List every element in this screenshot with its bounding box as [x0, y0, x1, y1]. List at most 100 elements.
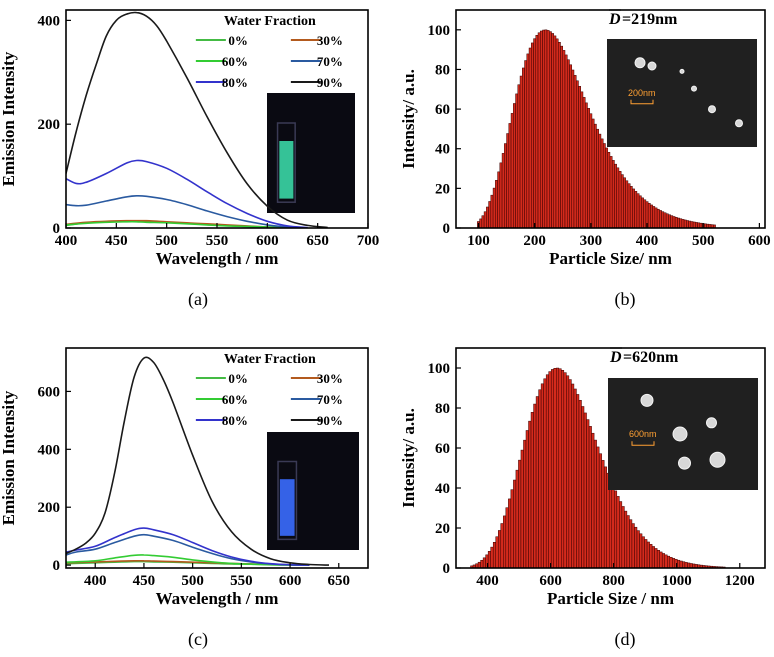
bar	[651, 546, 655, 569]
x-tick-label: 1000	[662, 573, 692, 589]
bar	[508, 123, 512, 229]
bar	[659, 210, 662, 229]
y-tick-label: 80	[435, 62, 450, 78]
bar	[571, 383, 575, 569]
bar	[690, 221, 694, 229]
bar	[553, 35, 557, 229]
bar	[488, 201, 492, 229]
bar	[504, 143, 507, 229]
y-tick-label: 100	[428, 361, 451, 377]
series-group	[66, 356, 330, 566]
bar	[672, 558, 676, 569]
scale-bar-label: 600nm	[629, 429, 657, 439]
bar	[683, 219, 687, 229]
bar	[566, 59, 570, 229]
x-tick-label: 550	[206, 233, 229, 249]
bar	[581, 406, 585, 569]
bar	[545, 374, 549, 569]
y-axis-label: Intensity/ a.u.	[399, 408, 418, 508]
plot-frame	[455, 9, 766, 229]
particle	[634, 57, 646, 69]
bar	[614, 163, 617, 229]
bar	[686, 220, 689, 229]
bar	[602, 143, 606, 229]
bar	[542, 29, 546, 229]
bar	[663, 212, 667, 229]
bar	[598, 133, 602, 229]
bar	[692, 221, 696, 229]
bar	[578, 400, 582, 569]
panel-label: (c)	[188, 629, 208, 650]
bar	[528, 420, 532, 569]
plot-frame	[65, 347, 369, 569]
bar	[591, 432, 595, 569]
legend-label: 0%	[228, 33, 248, 48]
bar	[538, 389, 542, 569]
bar	[499, 162, 503, 229]
bar	[535, 396, 539, 569]
bar	[584, 102, 588, 229]
bar	[650, 204, 653, 229]
x-axis-label: Wavelength / nm	[156, 249, 279, 268]
inset-sem-bg	[607, 39, 757, 147]
bar	[643, 199, 647, 229]
inset-sem: 200nm	[607, 39, 757, 147]
bar	[479, 218, 483, 229]
y-tick-label: 0	[443, 561, 451, 577]
bar	[528, 47, 532, 229]
bar	[684, 562, 688, 569]
particle	[678, 456, 691, 470]
bar	[486, 206, 489, 229]
bar	[515, 469, 519, 569]
y-tick-label: 80	[435, 401, 450, 417]
bar	[668, 214, 671, 229]
bar	[569, 64, 572, 229]
bar	[679, 560, 683, 569]
y-tick-label: 100	[428, 23, 451, 39]
bar	[605, 147, 608, 229]
legend-label: 70%	[317, 54, 343, 69]
x-tick-label: 600	[539, 573, 562, 589]
x-axis-label: Particle Size / nm	[547, 589, 674, 608]
bar	[546, 30, 550, 229]
bar	[543, 378, 547, 569]
y-tick-label: 0	[53, 221, 61, 237]
bar	[477, 561, 481, 569]
bar	[533, 403, 537, 569]
bar	[553, 368, 557, 569]
bar	[506, 133, 510, 229]
bar	[601, 460, 605, 569]
particle	[679, 68, 685, 74]
bar	[481, 215, 485, 229]
bar	[624, 510, 628, 569]
legend-title: Water Fraction	[224, 14, 316, 29]
x-tick-label: 300	[580, 233, 603, 249]
bar	[677, 217, 680, 229]
bar	[525, 430, 529, 569]
bar	[568, 379, 572, 569]
particle	[647, 61, 657, 71]
legend-label: 80%	[222, 75, 248, 90]
vial-glow	[279, 141, 294, 199]
panel-label: (d)	[615, 629, 636, 650]
bar	[482, 557, 486, 569]
legend-label: 30%	[317, 33, 343, 48]
bar	[517, 84, 521, 229]
annotation-symbol: D	[609, 349, 622, 366]
bar	[519, 75, 523, 229]
bar	[614, 490, 618, 569]
particle	[706, 417, 717, 429]
x-tick-label: 400	[55, 233, 78, 249]
y-tick-label: 0	[53, 558, 61, 574]
bar	[573, 388, 577, 569]
bar	[661, 553, 665, 569]
y-tick-label: 60	[435, 102, 450, 118]
panel-c: Water Fraction 0% 30% 60% 70% 80% 90% 400 450 500…	[0, 347, 369, 650]
y-axis-label: Emission Intensity	[0, 390, 18, 525]
bar	[652, 206, 656, 229]
bar	[634, 191, 638, 229]
bar	[672, 216, 676, 229]
bar	[501, 153, 505, 229]
y-tick-label: 20	[435, 521, 450, 537]
legend-label: 30%	[317, 371, 343, 386]
